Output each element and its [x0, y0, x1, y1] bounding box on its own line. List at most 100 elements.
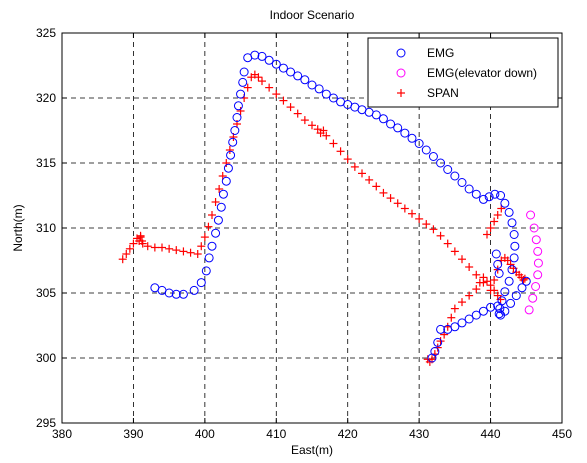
- x-tick-label: 420: [338, 427, 358, 441]
- emg-point: [504, 207, 514, 217]
- emg-point: [378, 114, 388, 124]
- emg-point: [204, 253, 214, 263]
- emg-point: [278, 63, 288, 73]
- span-point: [258, 77, 266, 86]
- emg-elevator-down-point: [529, 223, 539, 233]
- span-point: [136, 233, 145, 242]
- emg-point: [221, 176, 231, 186]
- span-point: [415, 214, 424, 223]
- span-point: [129, 239, 138, 248]
- emg-point: [443, 324, 453, 334]
- span-point: [300, 116, 309, 125]
- span-point: [208, 211, 216, 219]
- emg-point: [421, 145, 431, 155]
- span-point: [493, 211, 502, 219]
- emg-point: [226, 150, 236, 160]
- emg-point: [478, 194, 488, 204]
- span-point: [450, 304, 459, 313]
- emg-point: [230, 126, 240, 135]
- emg-point: [393, 123, 403, 133]
- emg-point: [506, 298, 516, 308]
- emg-point: [457, 318, 467, 328]
- emg-elevator-down-point: [526, 210, 536, 220]
- grid-lines: [62, 33, 562, 423]
- emg-point: [478, 306, 488, 316]
- span-point: [165, 244, 174, 253]
- span-point: [193, 250, 202, 258]
- emg-point: [436, 158, 446, 168]
- legend-items: EMG EMG(elevator down) SPAN: [396, 46, 537, 100]
- chart-title: Indoor Scenario: [270, 8, 355, 22]
- span-point: [158, 243, 166, 252]
- emg-point: [211, 228, 221, 238]
- span-point: [118, 255, 127, 264]
- span-point: [215, 185, 224, 193]
- y-tick-label: 305: [36, 286, 56, 300]
- emg-point: [511, 291, 521, 301]
- span-point: [379, 188, 388, 197]
- span-point: [222, 159, 231, 167]
- span-point: [186, 248, 195, 257]
- span-point: [386, 194, 395, 203]
- legend-label-span: SPAN: [427, 86, 459, 100]
- span-point: [490, 286, 499, 295]
- span-point: [286, 103, 295, 112]
- emg-point: [484, 192, 494, 202]
- span-point: [486, 224, 495, 232]
- data-marks: [118, 50, 543, 366]
- emg-point: [201, 266, 211, 276]
- emg-point: [427, 353, 437, 363]
- emg-point: [510, 241, 520, 251]
- emg-point: [218, 189, 228, 199]
- emg-point: [507, 218, 517, 228]
- emg-point: [307, 80, 317, 90]
- emg-point: [223, 163, 233, 173]
- span-point: [125, 244, 134, 253]
- emg-point: [414, 139, 424, 148]
- y-tick-label: 295: [36, 416, 56, 430]
- emg-point: [493, 259, 503, 269]
- emg-point: [213, 215, 223, 225]
- y-tick-label: 315: [36, 156, 56, 170]
- emg-point: [491, 249, 501, 259]
- x-tick-label: 430: [409, 427, 429, 441]
- x-tick-label: 440: [481, 427, 501, 441]
- span-point: [279, 96, 288, 105]
- emg-point: [464, 314, 474, 324]
- emg-point: [504, 276, 514, 286]
- axis-ticks: 380 390 400 410 420 430 440 450 295 300 305 310 315 3…: [36, 26, 572, 441]
- span-point: [436, 231, 445, 240]
- emg-point: [271, 59, 281, 69]
- emg-point: [496, 191, 506, 200]
- x-tick-label: 380: [52, 427, 72, 441]
- span-point: [319, 126, 328, 135]
- span-point: [483, 230, 491, 239]
- span-point: [200, 233, 209, 242]
- emg-elevator-down-point: [531, 235, 541, 245]
- emg-point: [300, 75, 310, 85]
- emg-point: [286, 67, 296, 77]
- span-point: [272, 90, 281, 99]
- span-point: [447, 313, 456, 322]
- span-point: [322, 131, 331, 140]
- span-point: [172, 246, 181, 255]
- y-tick-label: 310: [36, 221, 56, 235]
- span-point: [520, 274, 529, 283]
- emg-point: [521, 276, 531, 286]
- span-point: [429, 225, 438, 234]
- emg-point: [238, 77, 248, 87]
- span-point: [358, 169, 366, 178]
- emg-point: [497, 296, 507, 306]
- span-point: [225, 146, 234, 154]
- legend-marker-emg-elevator-down: [396, 68, 406, 78]
- legend: EMG EMG(elevator down) SPAN: [367, 37, 559, 108]
- emg-elevator-down-point: [533, 258, 543, 268]
- emg-point: [250, 50, 260, 60]
- span-point: [493, 291, 502, 300]
- span-point: [236, 107, 245, 115]
- legend-label-emg: EMG: [427, 46, 454, 60]
- emg-point: [433, 337, 443, 347]
- emg-point: [457, 178, 467, 187]
- emg-point: [233, 101, 243, 111]
